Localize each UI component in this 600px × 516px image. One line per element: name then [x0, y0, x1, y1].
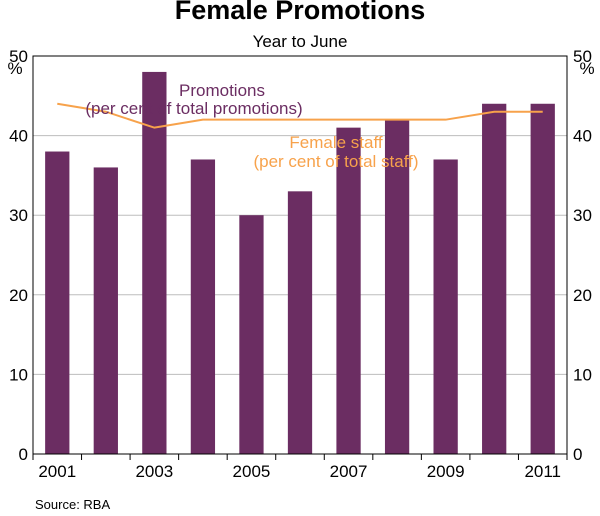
bar-2002	[93, 167, 118, 454]
bar-2010	[482, 103, 507, 454]
bar-2007	[336, 127, 361, 454]
bar-2004	[190, 159, 216, 455]
bar-2008	[384, 119, 410, 455]
bar-2003	[142, 71, 167, 455]
y-axis-unit-left: %	[7, 59, 22, 78]
y-tick-right-10: 10	[573, 365, 592, 384]
female-staff-legend-sublabel: (per cent of total staff)	[253, 152, 418, 171]
y-tick-right-50: 50	[573, 47, 592, 66]
x-tick-label-2001: 2001	[38, 462, 76, 481]
bar-2001	[45, 151, 70, 454]
x-tick-label-2007: 2007	[330, 462, 368, 481]
y-tick-right-20: 20	[573, 286, 592, 305]
bar-2006	[287, 191, 313, 454]
chart-title: Female Promotions	[175, 0, 426, 25]
female-staff-line-group	[57, 102, 543, 129]
chart-subtitle: Year to June	[253, 32, 348, 51]
x-tick-label-2009: 2009	[427, 462, 465, 481]
promotions-legend-sublabel: (per cent of total promotions)	[85, 99, 302, 118]
y-axis-unit-right: %	[579, 59, 594, 78]
source-note: Source: RBA	[35, 497, 110, 512]
promotions-bars	[45, 71, 555, 455]
bar-2005	[239, 215, 264, 454]
y-tick-right-30: 30	[573, 206, 592, 225]
y-tick-right-0: 0	[573, 445, 582, 464]
promotions-legend-label: Promotions	[179, 81, 265, 100]
y-tick-left-50: 50	[9, 47, 28, 66]
y-tick-left-40: 40	[9, 127, 28, 146]
y-tick-right-40: 40	[573, 127, 592, 146]
y-tick-left-30: 30	[9, 206, 28, 225]
female-staff-line	[57, 102, 543, 129]
bar-2011	[530, 103, 555, 454]
bar-2009	[433, 159, 458, 455]
y-tick-left-0: 0	[19, 445, 28, 464]
x-tick-label-2003: 2003	[135, 462, 173, 481]
plot-frame	[32, 55, 568, 455]
x-tick-label-2005: 2005	[233, 462, 271, 481]
x-tick-label-2011: 2011	[524, 462, 561, 481]
axis-ticks: 0 0 10 10 20 20 30 30 40 40 50 50 2001 2003 2005 2007 20…	[9, 47, 592, 481]
female-staff-legend-label: Female staff	[289, 133, 383, 152]
y-tick-left-10: 10	[9, 365, 28, 384]
y-tick-left-20: 20	[9, 286, 28, 305]
